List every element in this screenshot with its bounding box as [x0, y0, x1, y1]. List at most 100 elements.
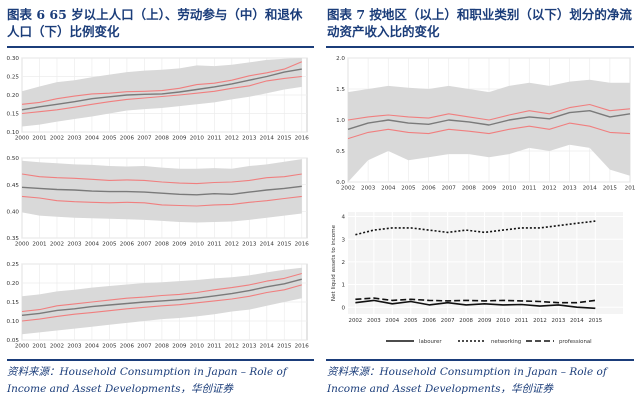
x-tick-label: 2008	[459, 318, 473, 324]
x-tick-label: 2012	[225, 136, 239, 142]
x-tick-label: 2010	[496, 318, 510, 324]
y-tick-label: 0.50	[7, 156, 20, 162]
y-tick-label: 0.35	[7, 236, 20, 242]
legend-label-labourer: labourer	[419, 339, 442, 345]
x-tick-label: 2005	[404, 318, 418, 324]
x-tick-label: 2008	[155, 136, 170, 142]
y-tick-label: 0.0	[336, 180, 345, 186]
series-line-networking	[355, 220, 596, 236]
lower-bound-line	[347, 122, 631, 140]
y-tick-label: 0.40	[7, 210, 20, 216]
x-tick-label: 2016	[295, 242, 310, 248]
legend-label-professional: professional	[559, 339, 592, 345]
x-tick-label: 2015	[588, 318, 602, 324]
x-tick-label: 2004	[85, 136, 100, 142]
x-tick-label: 2009	[172, 242, 187, 248]
lower-bound-line	[21, 195, 302, 207]
x-tick-label: 2004	[85, 344, 100, 350]
x-tick-label: 2009	[172, 136, 187, 142]
x-tick-label: 2006	[421, 186, 436, 192]
upper-bound-line	[21, 173, 302, 185]
y-tick-label: 2.0	[336, 56, 345, 62]
y-tick-label: 0.5	[336, 149, 345, 155]
chart-aging-share: 0.10 0.15 0.20 0.25 0.30 2000 2001 2002 2003 2004…	[7, 56, 310, 142]
x-tick-label: 2001	[32, 242, 47, 248]
x-tick-label: 2007	[137, 136, 152, 142]
y-tick-label: 1.5	[336, 87, 345, 93]
y-tick-label: 0.25	[7, 262, 20, 268]
mean-line	[347, 110, 631, 130]
x-tick-label: 2006	[422, 318, 436, 324]
y-tick-label: 0.20	[7, 93, 20, 99]
y-tick-label: 0	[341, 305, 345, 311]
y-tick-label: 0.10	[7, 130, 20, 136]
x-tick-label: 2004	[381, 186, 396, 192]
source-rule-left	[7, 359, 314, 361]
x-tick-label: 2009	[172, 344, 187, 350]
x-tick-label: 2014	[583, 186, 598, 192]
x-tick-label: 2007	[441, 318, 455, 324]
x-tick-label: 2000	[15, 344, 30, 350]
x-tick-label: 2013	[552, 318, 566, 324]
x-tick-label: 2014	[260, 136, 275, 142]
x-tick-label: 2016	[295, 136, 310, 142]
source-rule-right	[326, 359, 634, 361]
title-rule-left	[7, 46, 314, 48]
mean-line	[21, 185, 302, 196]
y-tick-label: 1.0	[336, 118, 345, 124]
confidence-band	[22, 159, 302, 223]
x-tick-label: 2003	[361, 186, 376, 192]
chart-by-region: 0.0 0.5 1.0 1.5 2.0 2002 2003 2004 2005 2006 2007 2…	[336, 56, 636, 192]
figure-7-title: 图表 7 按地区（以上）和职业类别（以下）划分的净流动资产收入比的变化	[327, 7, 632, 39]
x-tick-label: 2000	[15, 136, 30, 142]
series-line-professional	[355, 297, 596, 304]
x-tick-label: 2015	[277, 136, 292, 142]
x-tick-label: 2011	[207, 242, 222, 248]
x-tick-label: 2013	[242, 136, 257, 142]
x-tick-label: 2014	[570, 318, 584, 324]
x-tick-label: 2010	[190, 344, 205, 350]
x-tick-label: 2012	[225, 242, 239, 248]
y-tick-label: 3	[341, 237, 345, 243]
figure-6-source: 资料来源：Household Consumption in Japan – Ro…	[7, 366, 287, 395]
x-tick-label: 2014	[260, 242, 275, 248]
x-tick-label: 2000	[15, 242, 30, 248]
title-rule-right	[326, 46, 634, 48]
y-tick-label: 4	[341, 215, 345, 221]
x-tick-label: 2005	[401, 186, 416, 192]
chart-by-occupation: 0 1 2 3 4 2002 2003 2004 2005 2006 2007 2008 2009 201…	[331, 212, 623, 345]
x-tick-label: 2012	[225, 344, 239, 350]
x-tick-label: 2015	[277, 242, 292, 248]
x-tick-label: 2001	[32, 344, 47, 350]
x-tick-label: 2002	[50, 242, 64, 248]
x-tick-label: 2010	[190, 242, 205, 248]
y-tick-label: 0.25	[7, 75, 20, 81]
x-tick-label: 2011	[515, 318, 529, 324]
figure-7-source: 资料来源：Household Consumption in Japan – Ro…	[327, 366, 607, 395]
x-tick-label: 2003	[67, 242, 82, 248]
chart-retired-share: 0.05 0.10 0.15 0.20 0.25 2000 2001 2002 2003 2004…	[7, 262, 310, 350]
x-tick-label: 2001	[32, 136, 47, 142]
x-tick-label: 2008	[462, 186, 477, 192]
x-tick-label: 2002	[50, 136, 64, 142]
confidence-band	[348, 79, 630, 182]
x-tick-label: 2006	[120, 242, 135, 248]
y-tick-label: 0.05	[7, 338, 20, 344]
x-tick-label: 2011	[207, 136, 222, 142]
x-tick-label: 2009	[482, 186, 497, 192]
x-tick-label: 2005	[102, 344, 117, 350]
y-tick-label: 1	[341, 283, 345, 289]
lower-bound-line	[21, 284, 302, 322]
x-tick-label: 2005	[102, 242, 117, 248]
x-tick-label: 2011	[207, 344, 222, 350]
x-tick-label: 2014	[260, 344, 275, 350]
x-tick-label: 2013	[242, 344, 257, 350]
x-tick-label: 2003	[367, 318, 381, 324]
x-tick-label: 2005	[102, 136, 117, 142]
x-tick-label: 2012	[542, 186, 556, 192]
x-tick-label: 2011	[522, 186, 537, 192]
x-tick-label: 2002	[341, 186, 355, 192]
upper-bound-line	[21, 272, 302, 313]
series-line-labourer	[355, 299, 596, 310]
x-tick-label: 2006	[120, 136, 135, 142]
